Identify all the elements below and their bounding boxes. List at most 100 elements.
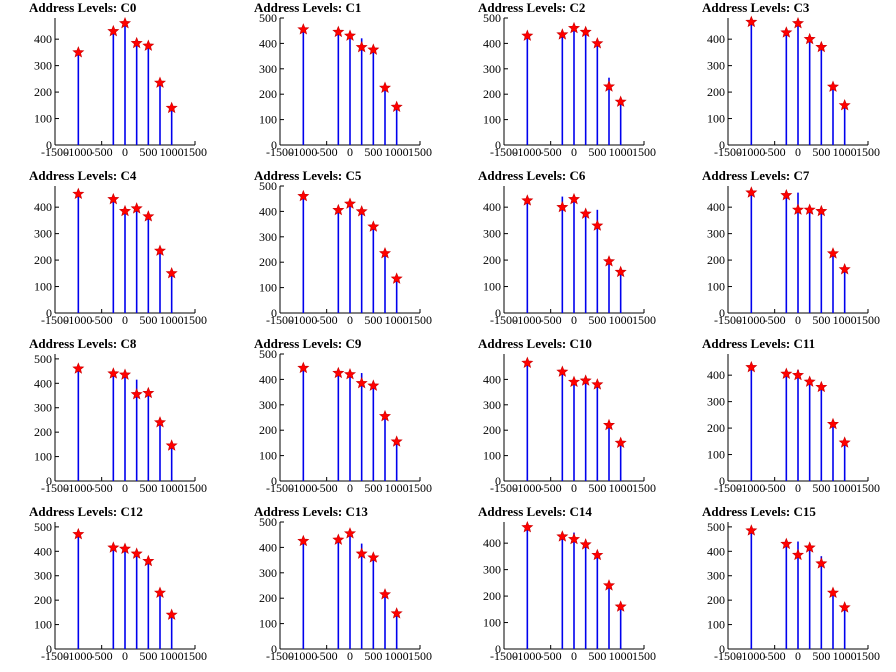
star-marker	[130, 202, 143, 214]
star-marker	[367, 43, 380, 55]
star-marker	[355, 547, 368, 559]
star-marker	[332, 25, 345, 38]
star-marker	[791, 16, 805, 29]
star-marker	[142, 554, 155, 567]
star-marker	[614, 265, 627, 278]
chart-panel-c0: Address Levels: C0 0 100 200 300 400 -1500-100…	[29, 0, 207, 159]
x-tick-label: 0	[122, 649, 128, 663]
x-tick-label: 0	[795, 313, 801, 327]
panel-title: Address Levels: C9	[254, 336, 362, 351]
y-tick-label: 200	[483, 423, 501, 437]
x-tick-label: -1500	[41, 313, 69, 327]
y-tick-label: 0	[271, 642, 277, 656]
star-marker	[343, 368, 357, 380]
star-marker	[815, 204, 828, 217]
star-marker	[332, 366, 345, 379]
x-tick-label: -500	[316, 145, 338, 159]
x-tick-label: 1000	[833, 649, 857, 663]
y-tick-label: 100	[707, 618, 725, 632]
star-marker	[378, 81, 392, 93]
star-marker	[297, 361, 310, 374]
star-marker	[378, 246, 392, 259]
y-tick-label: 0	[719, 306, 725, 320]
x-tick-label: 1500	[856, 649, 880, 663]
y-tick-label: 200	[259, 255, 277, 269]
y-tick-label: 100	[259, 281, 277, 295]
panel-title: Address Levels: C10	[478, 336, 592, 351]
x-tick-label: 1000	[160, 481, 184, 495]
star-marker	[343, 527, 357, 539]
star-marker	[791, 368, 805, 381]
star-marker	[614, 600, 627, 612]
star-marker	[355, 40, 368, 53]
star-marker	[556, 200, 569, 213]
star-marker	[591, 219, 604, 231]
star-marker	[556, 28, 569, 40]
x-tick-label: 1000	[385, 313, 409, 327]
star-marker	[355, 205, 368, 217]
star-marker	[815, 40, 828, 53]
star-marker	[579, 207, 592, 219]
x-tick-label: 0	[347, 649, 353, 663]
y-tick-label: 500	[259, 347, 277, 361]
star-marker	[579, 25, 592, 38]
x-tick-label: -500	[91, 649, 113, 663]
y-tick-label: 200	[483, 253, 501, 267]
star-marker	[826, 586, 840, 598]
y-tick-label: 400	[34, 200, 52, 214]
star-marker	[390, 607, 403, 619]
x-tick-label: 1000	[160, 313, 184, 327]
y-tick-label: 300	[707, 227, 725, 241]
x-tick-label: 1000	[385, 145, 409, 159]
star-marker	[567, 532, 581, 545]
star-marker	[72, 362, 85, 374]
star-marker	[815, 380, 828, 393]
y-tick-label: 300	[483, 563, 501, 577]
x-tick-label: 500	[588, 481, 606, 495]
y-tick-label: 400	[483, 36, 501, 50]
x-tick-label: 1000	[833, 145, 857, 159]
y-tick-label: 100	[483, 616, 501, 630]
x-tick-label: -1500	[266, 145, 294, 159]
star-marker	[390, 435, 403, 447]
x-tick-label: -1000	[513, 481, 541, 495]
x-tick-label: -500	[540, 481, 562, 495]
x-tick-label: 0	[347, 145, 353, 159]
x-tick-label: 1500	[856, 481, 880, 495]
y-tick-label: 400	[707, 200, 725, 214]
star-marker	[614, 436, 627, 449]
y-tick-label: 200	[707, 253, 725, 267]
x-tick-label: -500	[540, 313, 562, 327]
x-tick-label: -1500	[714, 145, 742, 159]
star-marker	[745, 186, 758, 198]
star-marker	[297, 23, 310, 35]
star-marker	[107, 541, 120, 553]
star-marker	[153, 586, 167, 598]
x-tick-label: -1500	[266, 481, 294, 495]
chart-panel-c9: Address Levels: C90100200300400500-1500-…	[254, 336, 432, 495]
star-marker	[826, 80, 840, 92]
star-marker	[591, 378, 604, 390]
y-tick-label: 0	[46, 642, 52, 656]
star-marker	[815, 557, 828, 569]
star-marker	[602, 579, 616, 591]
y-tick-label: 0	[271, 474, 277, 488]
y-tick-label: 300	[707, 59, 725, 73]
x-tick-label: 500	[139, 649, 157, 663]
x-tick-label: -500	[91, 481, 113, 495]
star-marker	[355, 376, 368, 389]
y-tick-label: 300	[707, 569, 725, 583]
x-tick-label: -1000	[513, 145, 541, 159]
x-tick-label: 0	[571, 649, 577, 663]
star-marker	[803, 203, 816, 215]
x-tick-label: 500	[812, 313, 830, 327]
star-marker	[602, 418, 616, 431]
star-marker	[579, 538, 592, 550]
x-tick-label: 1500	[856, 313, 880, 327]
y-tick-label: 100	[707, 112, 725, 126]
y-tick-label: 100	[34, 618, 52, 632]
y-tick-label: 0	[719, 642, 725, 656]
star-marker	[521, 356, 534, 368]
x-tick-label: -500	[764, 481, 786, 495]
panel-title: Address Levels: C5	[254, 168, 362, 183]
